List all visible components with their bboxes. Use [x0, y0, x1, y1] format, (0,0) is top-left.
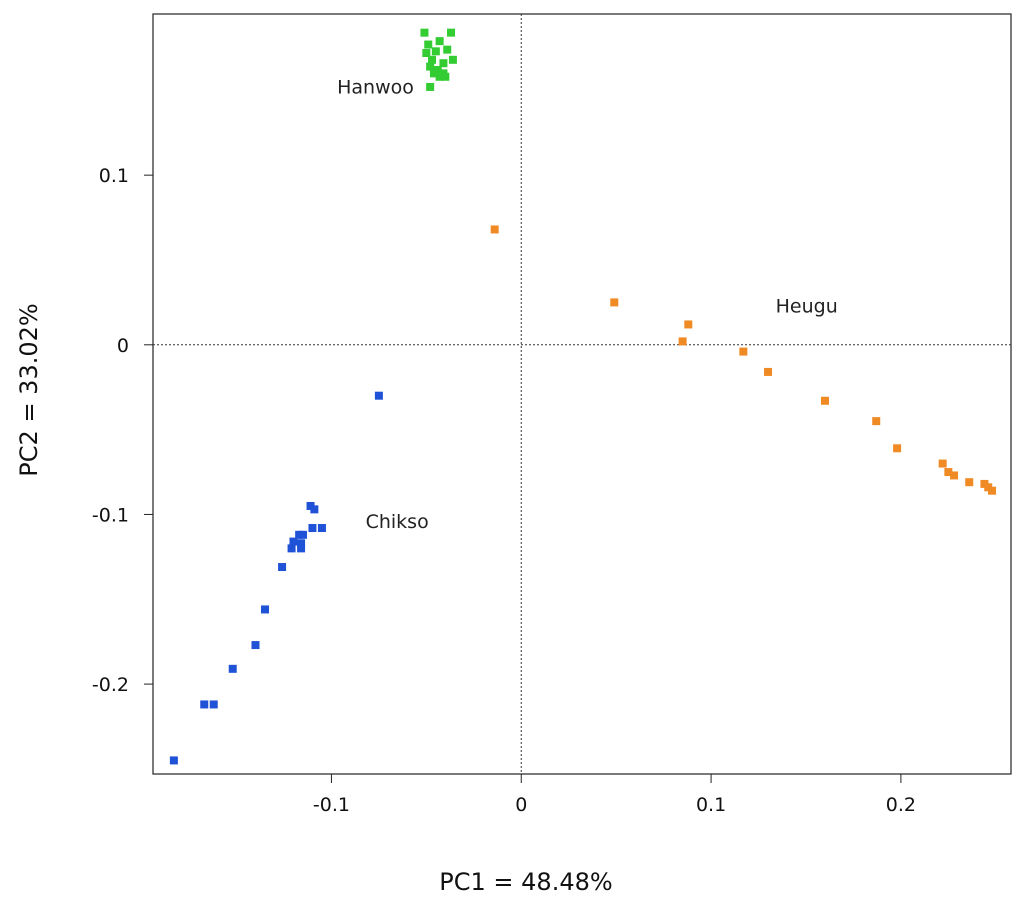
data-point-heugu — [893, 444, 902, 453]
data-point-chikso — [297, 544, 306, 553]
data-point-heugu — [988, 486, 997, 495]
y-tick-label: 0.1 — [99, 165, 129, 187]
data-point-heugu — [944, 468, 953, 477]
data-point-chikso — [278, 563, 287, 572]
data-point-chikso — [260, 605, 269, 614]
data-point-heugu — [820, 396, 829, 405]
data-point-hanwoo — [447, 28, 456, 37]
x-tick-label: 0 — [515, 794, 527, 816]
data-point-hanwoo — [435, 37, 444, 46]
data-point-heugu — [490, 225, 499, 234]
data-point-hanwoo — [429, 69, 438, 78]
group-labels: Hanwoo Heugu Chikso — [337, 77, 838, 533]
group-label-hanwoo: Hanwoo — [337, 77, 414, 99]
data-point-heugu — [872, 417, 881, 426]
data-point-chikso — [298, 530, 307, 539]
y-tick-label: -0.1 — [92, 504, 129, 526]
data-point-hanwoo — [424, 40, 433, 49]
x-tick-label: -0.1 — [313, 794, 350, 816]
data-point-heugu — [610, 298, 619, 307]
y-tick-label: -0.2 — [92, 674, 129, 696]
x-axis-ticks: -0.1 0 0.1 0.2 — [313, 774, 916, 816]
data-point-chikso — [310, 505, 319, 514]
data-point-heugu — [684, 320, 693, 329]
data-point-hanwoo — [426, 82, 435, 91]
data-point-hanwoo — [441, 72, 450, 81]
data-point-hanwoo — [439, 59, 448, 68]
y-axis-title: PC2 = 33.02% — [15, 303, 43, 476]
data-point-hanwoo — [435, 72, 444, 81]
data-point-heugu — [965, 478, 974, 487]
data-point-chikso — [251, 641, 260, 650]
data-point-heugu — [739, 347, 748, 356]
data-point-chikso — [228, 664, 237, 673]
data-point-chikso — [200, 700, 209, 709]
y-axis-ticks: -0.2 -0.1 0 0.1 — [92, 165, 153, 696]
group-label-heugu: Heugu — [776, 296, 838, 318]
data-point-chikso — [287, 544, 296, 553]
y-tick-label: 0 — [117, 335, 129, 357]
data-point-heugu — [938, 459, 947, 468]
data-point-chikso — [374, 391, 383, 400]
data-point-hanwoo — [422, 49, 431, 58]
data-point-hanwoo — [448, 55, 457, 64]
data-point-hanwoo — [428, 55, 437, 64]
x-tick-label: 0.2 — [886, 794, 916, 816]
data-point-chikso — [289, 537, 298, 546]
plot-frame — [152, 13, 1012, 775]
x-axis-title: PC1 = 48.48% — [439, 868, 612, 896]
data-points — [169, 28, 997, 765]
data-point-chikso — [209, 700, 218, 709]
group-label-chikso: Chikso — [366, 511, 429, 533]
data-point-chikso — [317, 524, 326, 533]
x-tick-label: 0.1 — [696, 794, 726, 816]
data-point-chikso — [308, 524, 317, 533]
data-point-hanwoo — [420, 28, 429, 37]
data-point-hanwoo — [431, 47, 440, 56]
data-point-heugu — [678, 337, 687, 346]
data-point-chikso — [297, 539, 306, 548]
data-point-hanwoo — [426, 62, 435, 71]
data-point-heugu — [950, 471, 959, 480]
data-point-heugu — [764, 367, 773, 376]
data-point-chikso — [169, 756, 178, 765]
data-point-hanwoo — [443, 45, 452, 54]
